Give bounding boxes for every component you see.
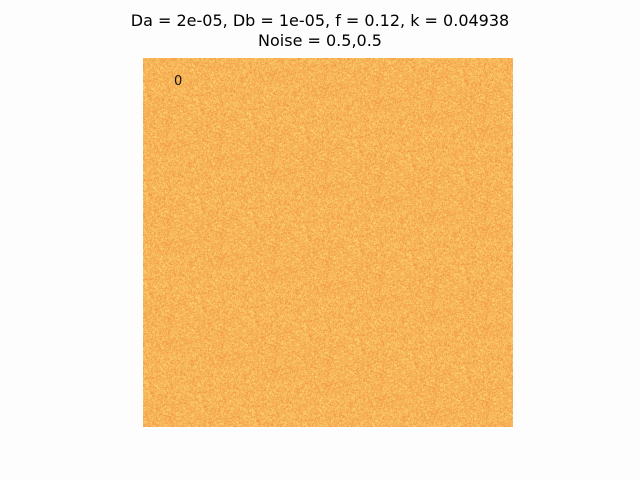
title-noise: Noise = 0.5,0.5 (258, 31, 382, 50)
frame-counter-label: 0 (174, 74, 183, 89)
figure-title: Da = 2e-05, Db = 1e-05, f = 0.12, k = 0.… (0, 11, 640, 51)
noise-field-canvas (143, 58, 513, 427)
title-parameters: Da = 2e-05, Db = 1e-05, f = 0.12, k = 0.… (130, 11, 510, 30)
noise-field-image: 0 (143, 58, 513, 427)
